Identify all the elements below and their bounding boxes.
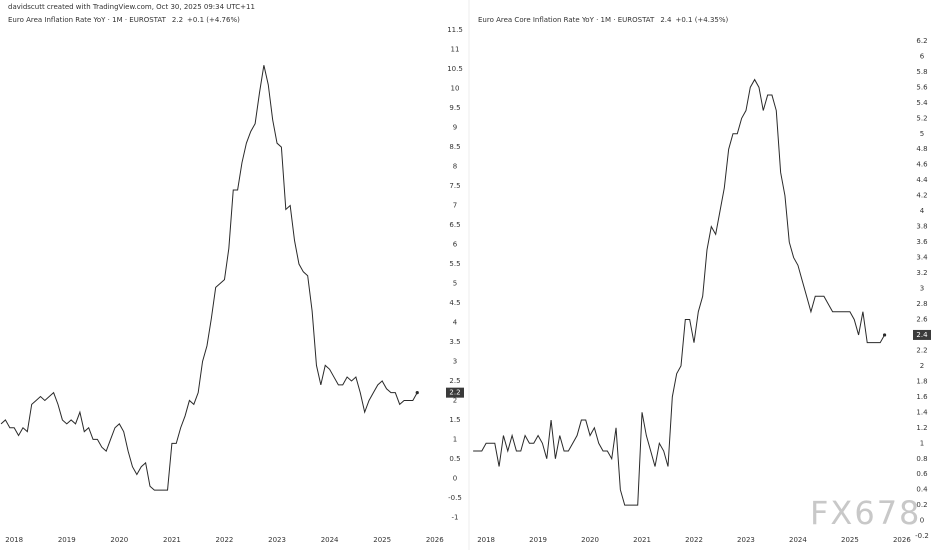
- x-tick-label: 2019: [529, 536, 547, 544]
- x-tick-label: 2024: [789, 536, 807, 544]
- y-tick-label: 6.2: [916, 37, 927, 45]
- last-point: [882, 333, 887, 337]
- y-tick-label: 2.6: [916, 315, 928, 323]
- y-tick-label: 2: [453, 396, 457, 404]
- data-line: [473, 78, 886, 506]
- data-line: [0, 65, 418, 491]
- x-tick-label: 2025: [841, 536, 859, 544]
- y-tick-label: 9: [453, 124, 457, 132]
- y-tick-label: 4.8: [916, 145, 927, 153]
- y-tick-label: 6: [920, 52, 925, 60]
- y-tick-label: 3.5: [449, 338, 460, 346]
- x-tick-label: 2019: [58, 536, 76, 544]
- y-tick-label: 5.4: [916, 99, 928, 107]
- y-tick-label: 0.8: [916, 455, 927, 463]
- y-tick-label: 1.5: [449, 416, 460, 424]
- y-tick-label: 0.2: [916, 501, 927, 509]
- x-tick-label: 2024: [321, 536, 339, 544]
- x-tick-label: 2022: [685, 536, 703, 544]
- x-tick-label: 2018: [477, 536, 495, 544]
- y-tick-label: 5.6: [916, 83, 928, 91]
- watermark: FX678: [810, 494, 921, 532]
- y-tick-label: 1: [453, 435, 457, 443]
- x-tick-label: 2026: [426, 536, 444, 544]
- y-tick-label: 6: [453, 241, 458, 249]
- y-tick-label: 9.5: [449, 104, 460, 112]
- y-tick-label: 7: [453, 202, 457, 210]
- chart-title: Euro Area Inflation Rate YoY · 1M · EURO…: [8, 16, 240, 24]
- x-tick-label: 2021: [633, 536, 651, 544]
- y-tick-label: 3.6: [916, 238, 928, 246]
- y-tick-label: 1.4: [916, 408, 928, 416]
- y-tick-label: 1.2: [916, 424, 927, 432]
- chart-title: Euro Area Core Inflation Rate YoY · 1M ·…: [478, 16, 729, 24]
- y-tick-label: 1.6: [916, 393, 928, 401]
- y-tick-label: 2.5: [449, 377, 460, 385]
- y-tick-label: 8.5: [449, 143, 460, 151]
- y-tick-label: 0.4: [916, 486, 928, 494]
- y-tick-label: 3.8: [916, 223, 927, 231]
- x-tick-label: 2023: [737, 536, 755, 544]
- y-tick-label: 0.5: [449, 455, 460, 463]
- y-tick-label: 1.8: [916, 377, 927, 385]
- y-tick-label: 2.2: [916, 346, 927, 354]
- y-tick-label: -0.5: [448, 494, 462, 502]
- title-last-value: 2.2: [172, 16, 183, 24]
- x-tick-label: 2021: [163, 536, 181, 544]
- series-name: Euro Area Core Inflation Rate YoY · 1M ·…: [478, 16, 655, 24]
- y-tick-label: 11.5: [447, 26, 463, 34]
- last-point: [415, 391, 419, 395]
- y-tick-label: 10: [451, 85, 460, 93]
- y-tick-label: 6.5: [449, 221, 460, 229]
- x-tick-label: 2026: [893, 536, 911, 544]
- title-last-value: 2.4: [660, 16, 672, 24]
- y-tick-label: 4: [920, 207, 925, 215]
- last-value-badge: [446, 387, 464, 398]
- header: davidscutt created with TradingView.com,…: [8, 3, 255, 11]
- y-tick-label: 7.5: [449, 182, 460, 190]
- y-tick-label: 3.2: [916, 269, 927, 277]
- y-tick-label: 10.5: [447, 65, 463, 73]
- x-tick-label: 2025: [373, 536, 391, 544]
- y-tick-label: 3.4: [916, 254, 928, 262]
- y-tick-label: 4.2: [916, 192, 927, 200]
- last-value-label: 2.4: [916, 331, 928, 339]
- title-change: +0.1 (+4.35%): [675, 16, 728, 24]
- y-tick-label: 4.4: [916, 176, 928, 184]
- y-tick-label: 5.5: [449, 260, 460, 268]
- y-tick-label: 0: [920, 517, 924, 525]
- y-tick-label: 1: [920, 439, 924, 447]
- y-tick-label: 11: [451, 46, 460, 54]
- y-tick-label: 2.8: [916, 300, 927, 308]
- y-tick-label: -1: [452, 513, 459, 521]
- y-tick-label: -0.2: [915, 532, 929, 540]
- y-tick-label: 4.6: [916, 161, 928, 169]
- x-tick-label: 2020: [110, 536, 128, 544]
- y-tick-label: 5.8: [916, 68, 927, 76]
- y-tick-label: 5: [453, 280, 457, 288]
- last-value-badge: [913, 329, 931, 340]
- x-tick-label: 2023: [268, 536, 286, 544]
- x-tick-label: 2022: [216, 536, 234, 544]
- x-tick-label: 2020: [581, 536, 599, 544]
- title-change: +0.1 (+4.76%): [187, 16, 240, 24]
- y-tick-label: 5.2: [916, 114, 927, 122]
- x-tick-label: 2018: [5, 536, 23, 544]
- y-tick-label: 4: [453, 318, 458, 326]
- y-tick-label: 2: [920, 362, 924, 370]
- y-tick-label: 3: [920, 285, 924, 293]
- y-tick-label: 8: [453, 163, 457, 171]
- series-name: Euro Area Inflation Rate YoY · 1M · EURO…: [8, 16, 167, 24]
- y-tick-label: 3: [453, 357, 457, 365]
- last-value-label: 2.2: [449, 389, 460, 397]
- y-tick-label: 0.6: [916, 470, 928, 478]
- y-tick-label: 5: [920, 130, 924, 138]
- y-tick-label: 4.5: [449, 299, 460, 307]
- y-tick-label: 0: [453, 474, 457, 482]
